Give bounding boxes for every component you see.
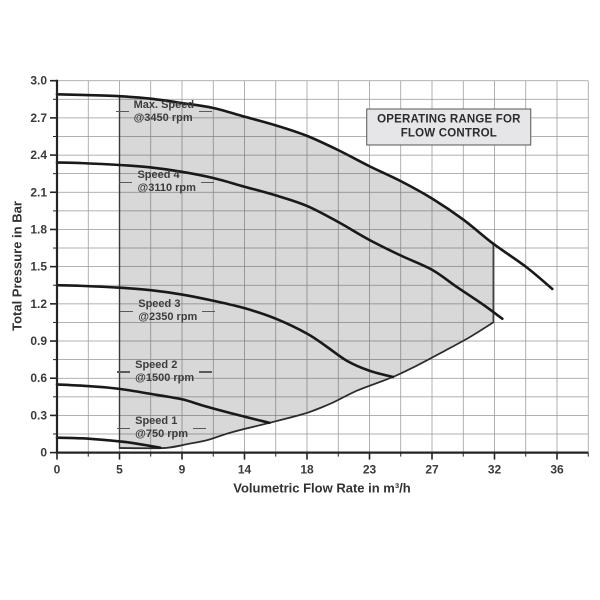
x-tick-label: 18 (300, 463, 314, 477)
x-axis-title: Volumetric Flow Rate in m³/h (233, 480, 411, 496)
speed-label-text: Speed 1 @750 rpm (135, 415, 188, 441)
speed-label-name: Max. Speed (133, 98, 195, 111)
curve-speed-3 (55, 283, 395, 379)
y-tick-label: 1.2 (30, 297, 47, 311)
speed-label-name: Speed 2 (135, 359, 178, 372)
operating-range-box-line2: FLOW CONTROL (400, 127, 498, 140)
speed-label-name: Speed 1 (135, 415, 178, 428)
x-tick-label: 5 (116, 463, 123, 477)
speed-label-name: Speed 4 (137, 169, 180, 182)
speed-label-rpm: @3450 rpm (133, 111, 193, 124)
x-tick-label: 36 (550, 463, 564, 477)
curve-max-speed (55, 93, 554, 291)
y-tick-label: 1.8 (30, 222, 47, 236)
speed-label-speed-4: Speed 4 @3110 rpm (119, 169, 214, 195)
leader-dash-left (115, 110, 129, 113)
y-tick-label: 0.6 (30, 371, 47, 385)
speed-label-text: Speed 3 @2350 rpm (138, 298, 197, 324)
curve-speed-2 (55, 383, 271, 425)
leader-dash-right (199, 110, 213, 113)
x-tick-label: 0 (54, 463, 61, 477)
leader-dash-right (199, 371, 213, 373)
speed-label-speed-3: Speed 3 @2350 rpm (120, 298, 216, 324)
x-tick-label: 14 (238, 463, 252, 477)
y-tick-label: 1.5 (30, 260, 47, 274)
leader-dash-left (117, 371, 131, 373)
y-axis-title: Total Pressure in Bar (9, 201, 25, 331)
speed-label-rpm: @1500 rpm (135, 372, 195, 385)
leader-dash-left (120, 310, 134, 313)
x-tick-label: 27 (425, 463, 439, 477)
leader-dash-right (202, 310, 216, 313)
x-tick-label: 23 (363, 463, 377, 477)
y-tick-label: 2.7 (30, 111, 47, 125)
speed-label-speed-1: Speed 1 @750 rpm (117, 415, 207, 441)
y-tick-label: 3.0 (30, 74, 47, 88)
x-tick-label: 32 (488, 463, 502, 477)
speed-label-text: Speed 2 @1500 rpm (135, 359, 194, 385)
y-tick-label: 2.1 (30, 185, 47, 199)
leader-dash-right (193, 427, 207, 430)
curve-speed-4 (55, 161, 504, 321)
speed-label-rpm: @3110 rpm (137, 182, 196, 195)
leader-dash-right (200, 181, 214, 184)
y-tick-label: 0.9 (30, 334, 47, 348)
y-tick-label: 0.3 (30, 408, 47, 422)
min-flow-boundary-line (118, 321, 495, 450)
leader-dash-left (117, 427, 131, 430)
operating-range-box-line1: OPERATING RANGE FOR (377, 113, 521, 126)
speed-label-max-speed: Max. Speed @3450 rpm (115, 99, 213, 125)
leader-dash-left (119, 181, 133, 184)
operating-range-box: OPERATING RANGE FOR FLOW CONTROL (366, 108, 532, 146)
speed-label-name: Speed 3 (138, 298, 181, 311)
y-tick-label: 2.4 (30, 148, 47, 162)
speed-label-text: Speed 4 @3110 rpm (137, 169, 195, 195)
speed-label-rpm: @750 rpm (135, 428, 189, 441)
y-tick-label: 0 (40, 446, 47, 460)
curve-speed-1 (55, 436, 162, 449)
x-tick-label: 9 (179, 463, 186, 477)
speed-label-rpm: @2350 rpm (138, 311, 198, 324)
speed-label-text: Max. Speed @3450 rpm (134, 99, 195, 125)
speed-label-speed-2: Speed 2 @1500 rpm (117, 359, 213, 385)
